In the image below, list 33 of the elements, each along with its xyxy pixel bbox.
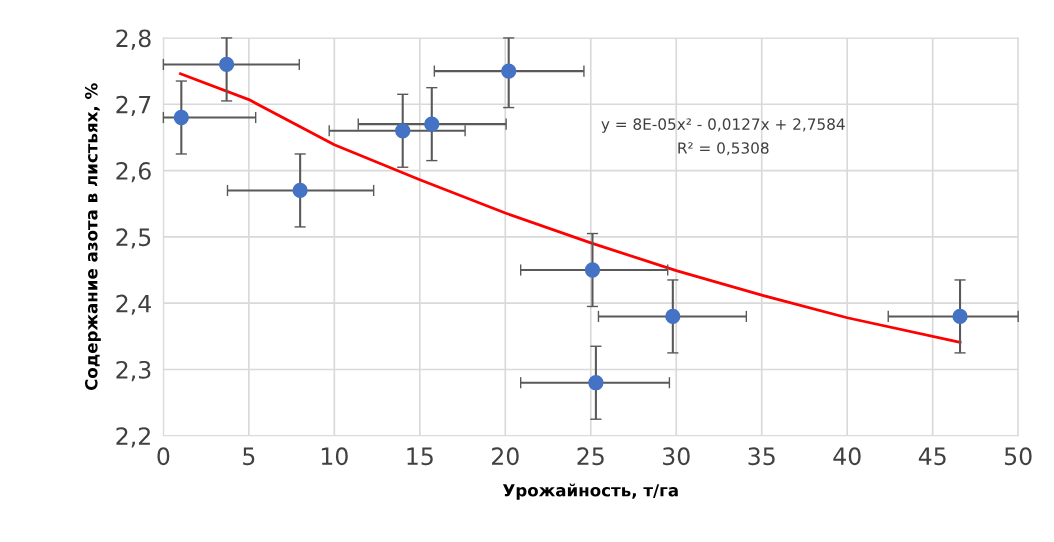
annotation: R² = 0,5308: [678, 142, 769, 156]
x-tick-label: 5: [243, 447, 255, 466]
x-axis-title: Урожайность, т/га: [502, 483, 678, 500]
annotation: y = 8E-05x² - 0,0127x + 2,7584: [601, 118, 845, 133]
x-tick-label: 15: [407, 447, 433, 466]
point: [501, 63, 517, 79]
point: [292, 182, 308, 199]
x-tick-label: 25: [577, 447, 604, 466]
x-tick-label: 10: [321, 447, 348, 466]
point: [665, 308, 681, 325]
y-axis-title: Содержание азота в листьях, %: [84, 83, 101, 391]
y-tick-label: 2,8: [116, 29, 151, 50]
x-tick-label: 45: [918, 447, 946, 466]
x-tick-label: 50: [1004, 447, 1032, 466]
x-tick-label: 30: [663, 447, 690, 466]
y-tick-label: 2,3: [116, 360, 151, 382]
point: [952, 308, 968, 325]
point: [395, 123, 411, 139]
point: [173, 109, 189, 126]
line-series: [179, 72, 962, 344]
x-tick-label: 40: [833, 447, 861, 466]
point: [218, 56, 235, 73]
y-tick-label: 2,2: [116, 427, 150, 448]
y-tick-label: 2,6: [116, 162, 151, 183]
point: [588, 375, 604, 391]
y-tick-label: 2,7: [116, 95, 151, 116]
x-tick-label: 20: [492, 447, 519, 466]
y-tick-label: 2,4: [116, 294, 151, 315]
point: [584, 262, 601, 278]
x-tick-label: 0: [157, 447, 170, 466]
point: [424, 116, 440, 132]
x-tick-label: 35: [748, 447, 775, 466]
y-tick-label: 2,5: [116, 228, 151, 249]
